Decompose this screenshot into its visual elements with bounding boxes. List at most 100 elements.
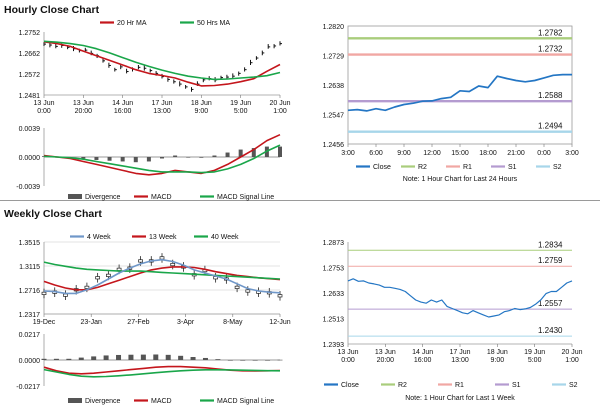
weekly-pivot-x-tick-label: 13 Jun 20:00: [375, 349, 396, 364]
hourly-divergence-bar: [199, 157, 204, 158]
weekly-candle-body: [234, 285, 240, 289]
weekly-candle-body: [170, 262, 176, 267]
hourly-pivot-legend-label: S1: [508, 164, 517, 171]
weekly-pivot-y-tick-label: 1.2633: [323, 291, 345, 298]
weekly-candle-body: [63, 293, 68, 297]
weekly-candle-body: [138, 259, 143, 263]
hourly-macd-y-tick-label: 0.0039: [19, 126, 41, 133]
weekly-price-y-tick-label: 1.3515: [19, 240, 41, 247]
hourly-pivot-r2-label: 1.2782: [538, 28, 563, 37]
weekly-macd-y-tick-label: 0.0217: [19, 332, 41, 339]
weekly-pivot-x-tick-label: 13 Jun 0:00: [337, 349, 358, 364]
weekly-divergence-bar: [202, 357, 208, 360]
weekly-4w-line: [43, 258, 281, 295]
hourly-pivot-x-tick-label: 6:00: [369, 150, 383, 157]
hourly-price-y-tick-label: 1.2662: [19, 51, 41, 58]
weekly-pivot-x-tick-label: 19 Jun 5:00: [524, 349, 545, 364]
weekly-price-legend-label: 13 Week: [149, 234, 177, 241]
weekly-divergence-bar: [215, 359, 221, 360]
weekly-candle-body: [159, 256, 165, 260]
hourly-divergence-bar: [160, 157, 164, 159]
hourly-pivot-x-tick-label: 3:00: [341, 150, 355, 157]
weekly-price-x-tick-label: 23-Jan: [80, 319, 102, 326]
weekly-pivot-s1-label: 1.2557: [538, 299, 563, 308]
hourly-price-y-tick-label: 1.2572: [19, 72, 41, 79]
hourly-pivot-legend-label: S2: [553, 164, 562, 171]
weekly-pivot-r2-label: 1.2834: [538, 240, 563, 249]
weekly-candle-body: [41, 291, 47, 295]
hourly-pivot-s2-label: 1.2494: [538, 122, 563, 131]
weekly-divergence-bar: [53, 358, 59, 360]
weekly-price-x-tick-label: 19-Dec: [33, 319, 56, 326]
hourly-price-x-tick-label: 17 Jun 13:00: [151, 100, 172, 115]
hourly-price-x-tick-label: 13 Jun 0:00: [33, 100, 54, 115]
hourly-price-x-tick-label: 20 Jun 1:00: [269, 100, 290, 115]
weekly-macd-legend-label: Divergence: [85, 398, 121, 405]
hourly-price-legend-label: 50 Hrs MA: [197, 20, 230, 27]
weekly-pivot-legend-label: Close: [341, 382, 359, 389]
weekly-13w-line: [43, 266, 281, 291]
weekly-pivot-legend-label: R1: [455, 382, 464, 389]
weekly-divergence-bar: [165, 354, 171, 360]
weekly-pivot-x-tick-label: 20 Jun 1:00: [561, 349, 582, 364]
weekly-price-y-tick-label: 1.2317: [19, 312, 41, 319]
weekly-candle-body: [95, 276, 100, 280]
weekly-divergence-bar: [128, 354, 134, 360]
hourly-pivot-y-tick-label: 1.2729: [323, 54, 345, 61]
weekly-pivot-x-tick-label: 14 Jun 16:00: [412, 349, 433, 364]
hourly-pivot-y-tick-label: 1.2456: [323, 142, 345, 149]
hourly-pivot-legend-label: R2: [418, 164, 427, 171]
weekly-divergence-bar: [265, 360, 271, 361]
hourly-divergence-bar: [212, 155, 217, 157]
hourly-pivot-y-tick-label: 1.2820: [323, 24, 345, 31]
weekly-divergence-bar: [140, 354, 146, 360]
hourly-divergence-bar: [173, 155, 178, 157]
hourly-pivot-close-line: [347, 73, 572, 112]
weekly-candle-body: [277, 294, 283, 298]
weekly-section-title: Weekly Close Chart: [4, 208, 102, 220]
hourly-pivot-y-tick-label: 1.2547: [323, 113, 345, 120]
hourly-pivot-r1-label: 1.2732: [538, 45, 563, 54]
weekly-candle-body: [84, 285, 90, 289]
weekly-macd-legend-label: MACD: [151, 398, 172, 405]
weekly-pivot-x-tick-label: 18 Jun 9:00: [487, 349, 508, 364]
hourly-divergence-bar: [238, 149, 243, 157]
hourly-price-legend-label: 20 Hr MA: [117, 20, 147, 27]
hourly-pivot-x-tick-label: 12:00: [423, 150, 441, 157]
hourly-divergence-bar: [107, 157, 112, 161]
weekly-divergence-bar: [78, 357, 84, 360]
hourly-macd-line: [43, 133, 281, 176]
weekly-candle-body: [116, 267, 122, 271]
section-divider: [0, 200, 600, 201]
weekly-pivot-y-tick-label: 1.2393: [323, 342, 345, 349]
weekly-divergence-bar: [240, 360, 246, 361]
hourly-price-x-tick-label: 18 Jun 9:00: [191, 100, 212, 115]
hourly-divergence-bar: [94, 157, 99, 160]
weekly-pivot-s2-label: 1.2430: [538, 326, 563, 335]
weekly-candle-body: [245, 289, 251, 293]
weekly-macd-y-tick-label: 0.0000: [19, 358, 41, 365]
weekly-pivot-r1-label: 1.2759: [538, 256, 563, 265]
weekly-divergence-bar: [252, 360, 258, 361]
hourly-pivot-x-tick-label: 9:00: [397, 150, 411, 157]
weekly-candle-body: [106, 273, 111, 277]
weekly-divergence-bar: [116, 354, 122, 360]
hourly-ma20-line: [43, 41, 281, 87]
weekly-pivot-y-tick-label: 1.2513: [323, 317, 345, 324]
weekly-price-y-tick-label: 1.2716: [19, 288, 41, 295]
hourly-ma50-line: [43, 40, 281, 81]
weekly-40w-line: [43, 261, 281, 280]
weekly-divergence-bar: [41, 358, 47, 360]
hourly-price-x-tick-label: 13 Jun 20:00: [73, 100, 94, 115]
hourly-divergence-bar: [278, 146, 282, 157]
hourly-divergence-bar: [186, 157, 191, 158]
hourly-pivot-x-tick-label: 3:00: [565, 150, 579, 157]
hourly-pivot-legend-label: Close: [373, 164, 391, 171]
weekly-macd-legend-swatch: [68, 398, 82, 403]
weekly-divergence-bar: [153, 354, 159, 360]
hourly-macd-y-tick-label: 0.0000: [19, 155, 41, 162]
hourly-pivot-x-tick-label: 0:00: [537, 150, 551, 157]
hourly-divergence-bar: [225, 152, 230, 157]
weekly-pivot-y-tick-label: 1.2753: [323, 266, 345, 273]
hourly-divergence-bar: [81, 157, 86, 159]
